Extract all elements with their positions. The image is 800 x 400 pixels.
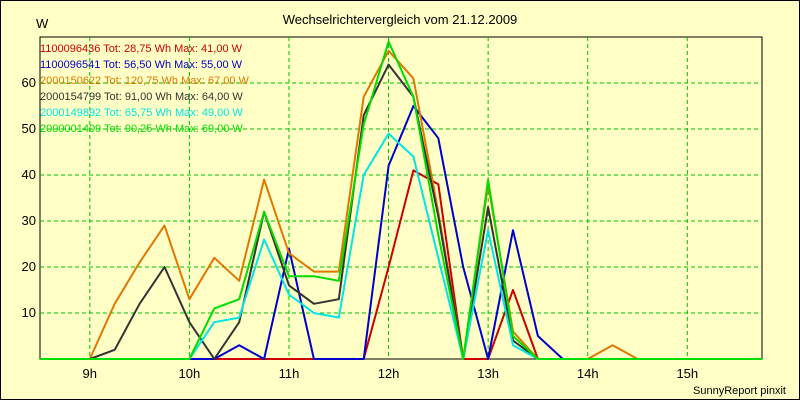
chart-title: Wechselrichtervergleich vom 21.12.2009 (282, 12, 518, 27)
y-tick-label: 50 (22, 121, 36, 136)
y-tick-label: 10 (22, 305, 36, 320)
x-tick-label: 12h (378, 366, 400, 381)
legend-item: 2000001409 Tot: 90,25 Wh Max: 69,00 W (40, 123, 243, 135)
legend-item: 2000149892 Tot: 65,75 Wh Max: 49,00 W (40, 107, 243, 119)
x-tick-label: 9h (83, 366, 97, 381)
series-line-1100096436 (40, 169, 762, 360)
y-tick-label: 20 (22, 259, 36, 274)
x-tick-label: 13h (477, 366, 499, 381)
footer-credit: SunnyReport pinxit (693, 385, 786, 397)
legend: 1100096436 Tot: 28,75 Wh Max: 41,00 W 11… (40, 41, 249, 137)
legend-item: 1100096541 Tot: 56,50 Wh Max: 55,00 W (40, 59, 243, 71)
y-tick-label: 30 (22, 213, 36, 228)
y-tick-label: 60 (22, 75, 36, 90)
x-tick-label: 10h (179, 366, 201, 381)
series-line-2000001409 (40, 40, 762, 360)
x-tick-label: 11h (279, 366, 300, 381)
legend-item: 1100096436 Tot: 28,75 Wh Max: 41,00 W (40, 43, 243, 55)
series-line-2000149892 (40, 132, 762, 360)
legend-item: 2000154799 Tot: 91,00 Wh Max: 64,00 W (40, 91, 243, 103)
x-tick-label: 15h (676, 366, 698, 381)
y-tick-label: 40 (22, 167, 36, 182)
legend-item: 2000150622 Tot: 120,75 Wh Max: 67,00 W (40, 75, 249, 87)
y-axis-unit: W (36, 16, 49, 31)
x-tick-label: 14h (577, 366, 599, 381)
plot-area (39, 36, 763, 360)
